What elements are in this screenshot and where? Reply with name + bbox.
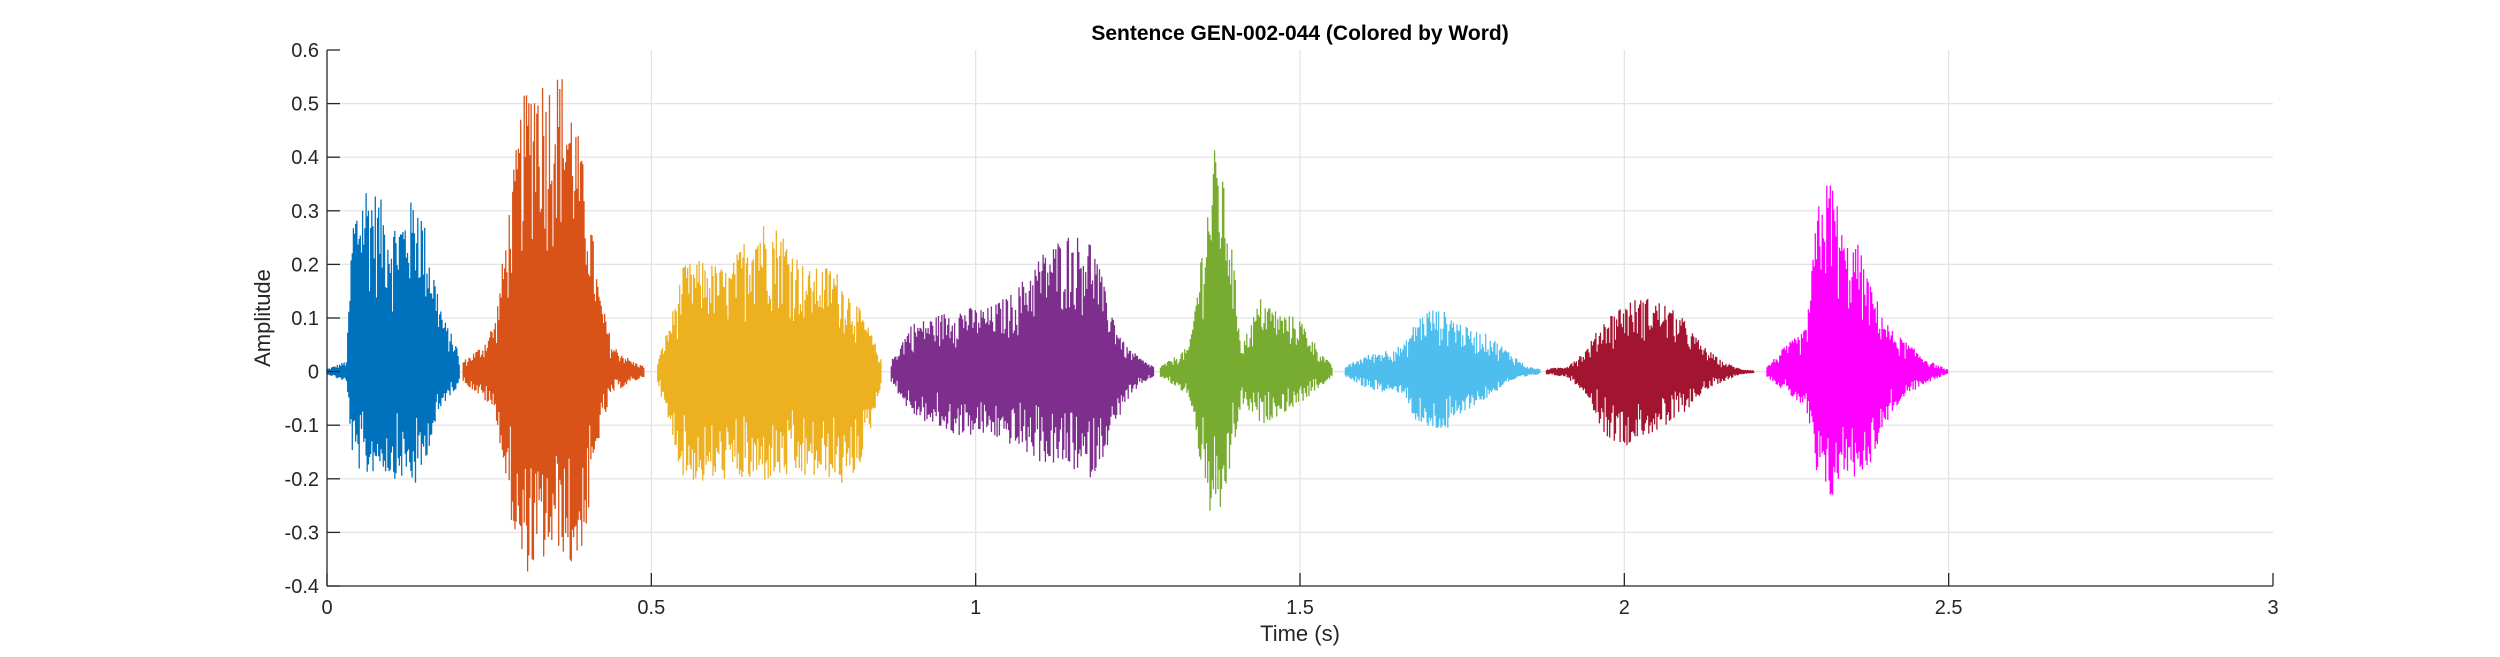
x-tick-label: 1.5 [1286, 597, 1314, 619]
x-tick-label: 3 [2267, 597, 2278, 619]
x-axis-ticks: 0 0.5 1 1.5 2 2.5 3 [321, 573, 2279, 619]
word-waveform-2 [462, 79, 645, 572]
y-axis-label: Amplitude [250, 269, 275, 367]
word-waveform-8 [1766, 185, 1949, 495]
chart-title: Sentence GEN-002-044 (Colored by Word) [1091, 22, 1508, 45]
x-tick-label: 2 [1619, 597, 1630, 619]
word-waveform-7 [1545, 298, 1755, 446]
y-tick-label: 0 [308, 362, 319, 384]
y-tick-label: 0.3 [291, 201, 319, 223]
word-waveform-5 [1159, 150, 1333, 511]
y-tick-label: -0.4 [285, 576, 319, 598]
y-tick-label: -0.1 [285, 415, 319, 437]
y-tick-label: 0.1 [291, 308, 319, 330]
y-tick-label: 0.6 [291, 40, 319, 62]
y-tick-label: -0.2 [285, 469, 319, 491]
grid-lines [327, 50, 2273, 586]
y-tick-label: 0.2 [291, 254, 319, 276]
y-tick-label: 0.5 [291, 94, 319, 116]
y-tick-label: -0.3 [285, 522, 319, 544]
y-tick-label: 0.4 [291, 147, 319, 169]
word-waveform-6 [1344, 310, 1541, 428]
word-waveform-4 [890, 237, 1155, 478]
x-tick-label: 0 [321, 597, 332, 619]
waveform-series [326, 79, 1949, 572]
x-tick-label: 0.5 [637, 597, 665, 619]
y-axis-ticks: -0.4 -0.3 -0.2 -0.1 0 0.1 0.2 0.3 0.4 0.5 0.6 [285, 40, 340, 598]
x-axis-label: Time (s) [1260, 621, 1340, 646]
x-tick-label: 1 [970, 597, 981, 619]
x-tick-label: 2.5 [1935, 597, 1963, 619]
word-waveform-3 [657, 226, 882, 483]
